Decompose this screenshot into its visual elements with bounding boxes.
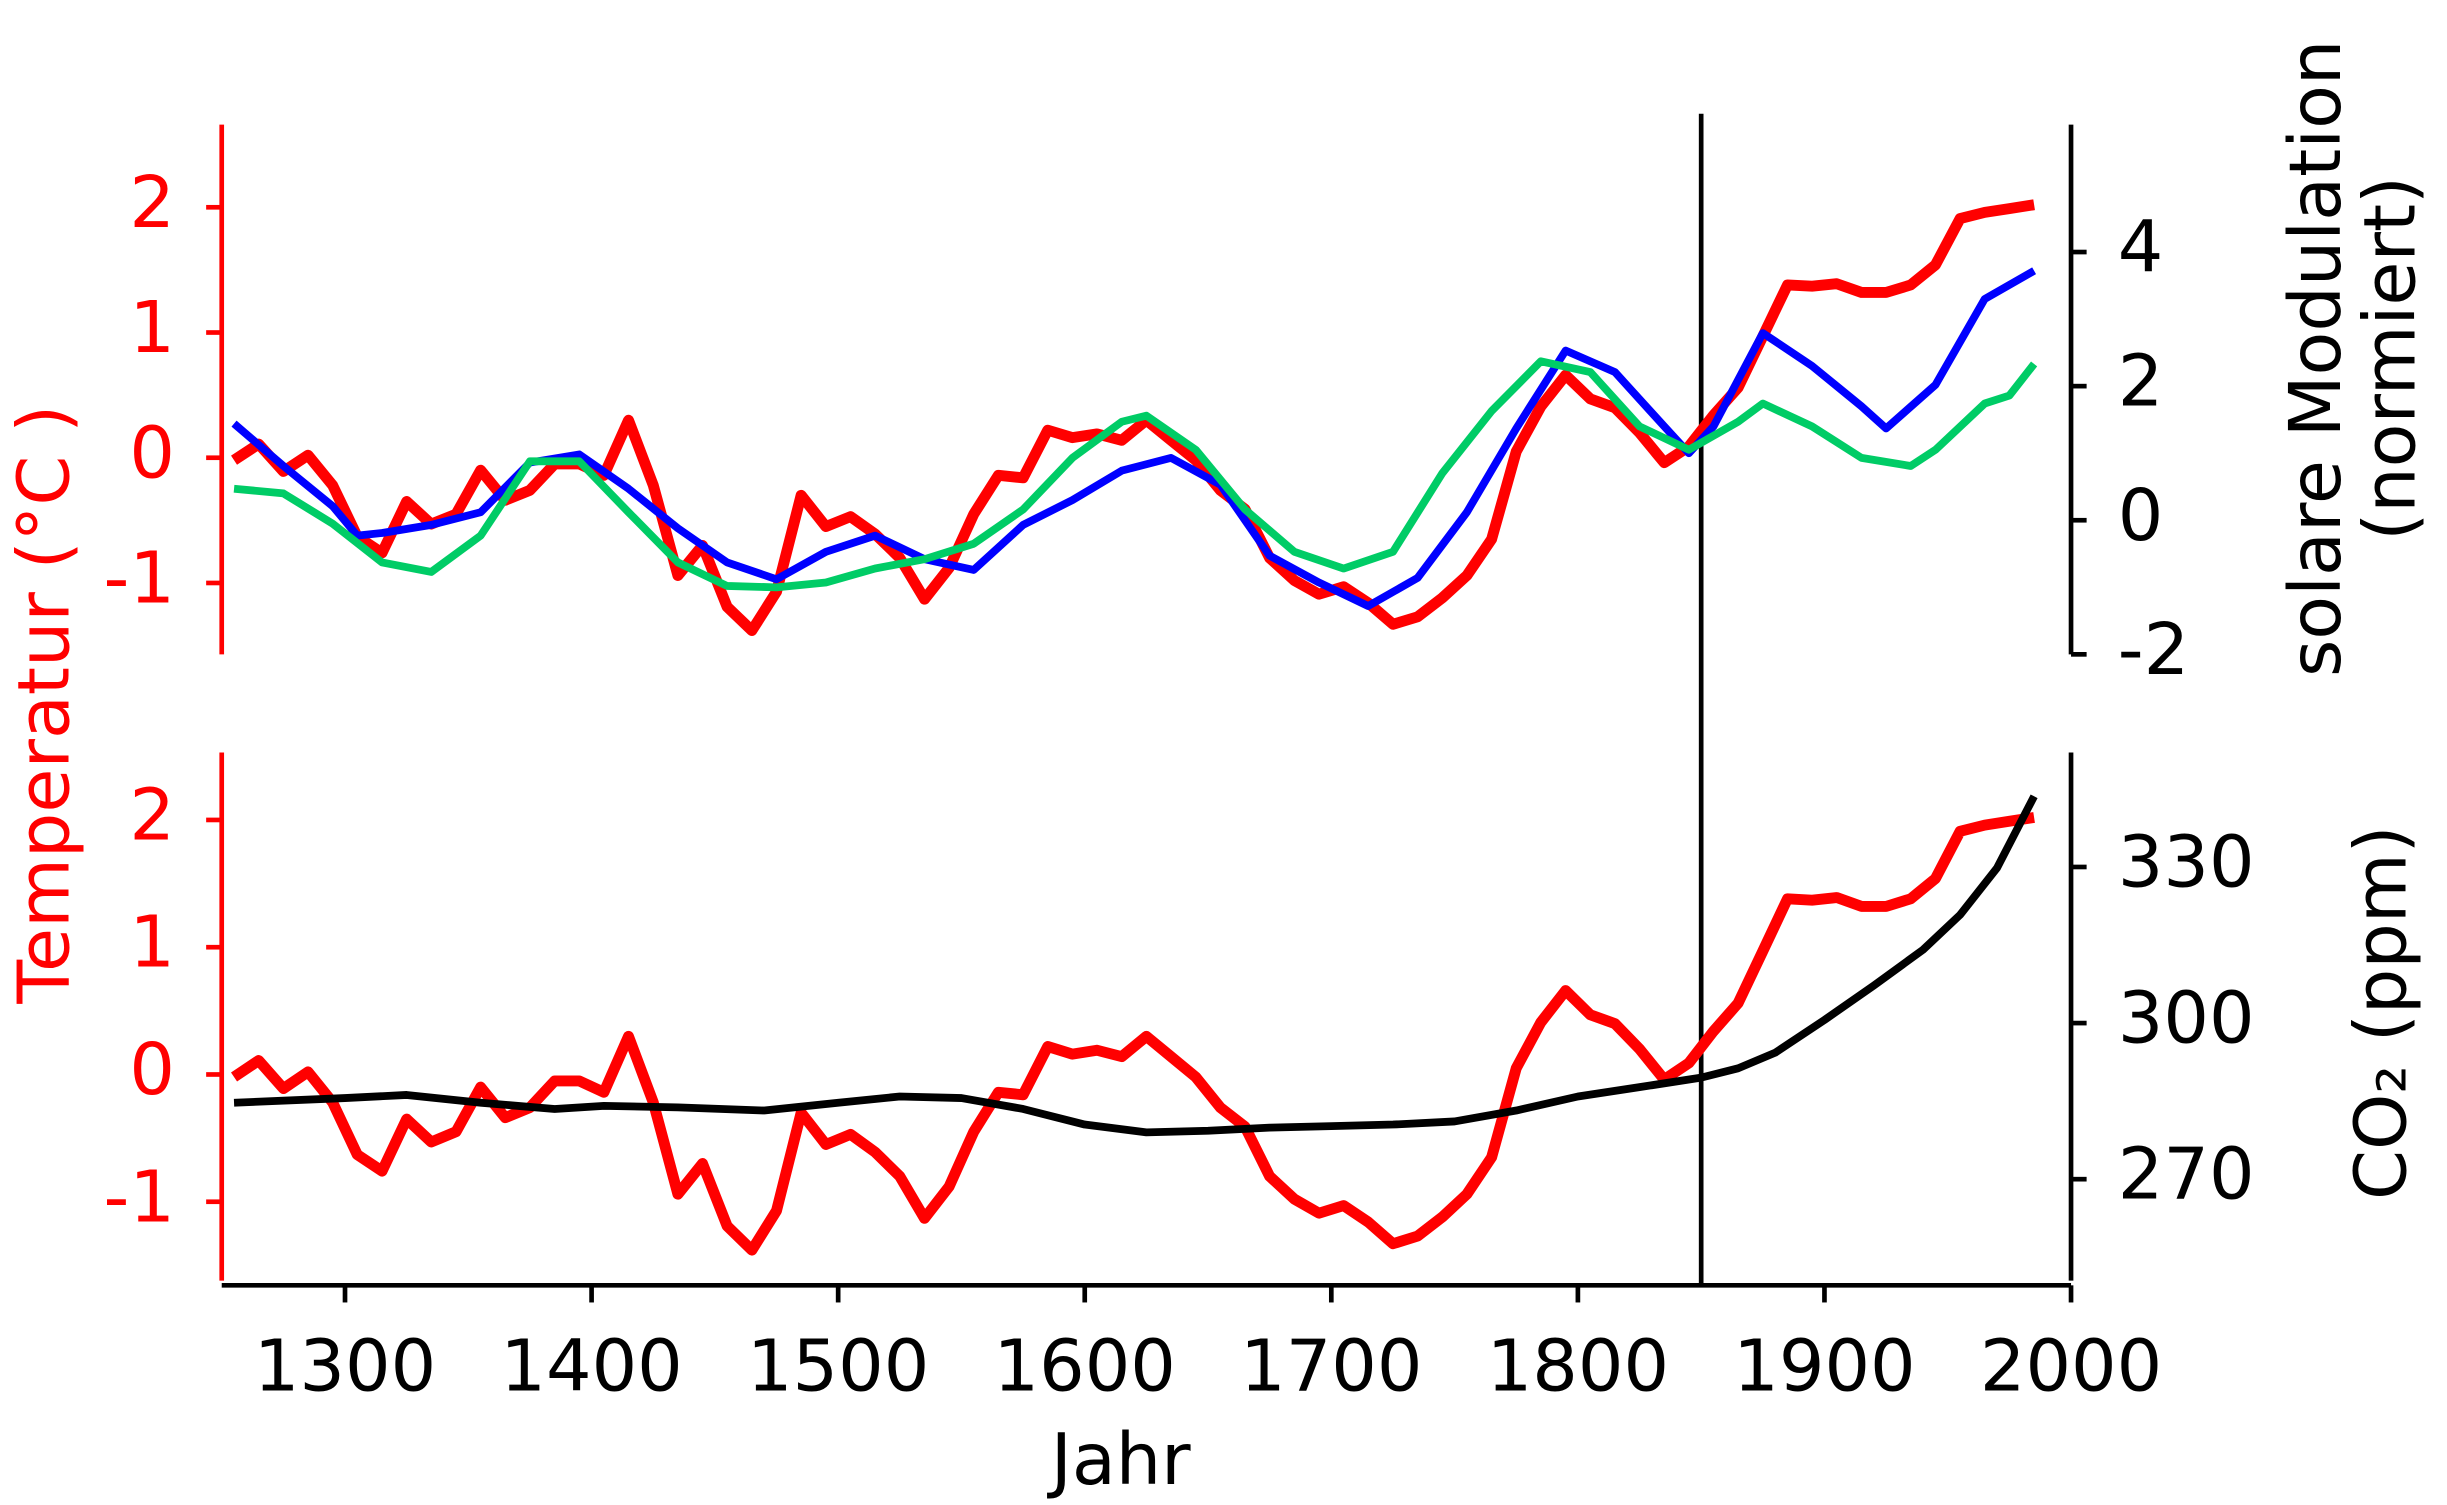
y-tick-label: -1 (104, 535, 175, 619)
y2-tick-label: 2 (2118, 339, 2164, 423)
y-tick-label: 1 (129, 285, 175, 369)
y-tick-label: 0 (129, 410, 175, 494)
x-tick-label: 1500 (747, 1324, 929, 1408)
y2-tick-label: -2 (2118, 607, 2189, 691)
y2-tick-label: 4 (2118, 205, 2164, 289)
y2-tick-label: 0 (2118, 473, 2164, 557)
y2-axis-title: solare Modulation (2273, 40, 2357, 677)
data-line (231, 267, 2037, 610)
x-tick-label: 1600 (994, 1324, 1176, 1408)
data-line (233, 794, 2038, 1137)
x-tick-label: 1400 (500, 1324, 682, 1408)
y2-tick-label: 300 (2118, 976, 2255, 1060)
y-tick-label: 2 (129, 160, 175, 244)
data-line (233, 357, 2038, 592)
y2-axis-title: CO₂ (ppm) (2338, 825, 2422, 1200)
x-axis-title: Jahr (1047, 1417, 1191, 1501)
y-tick-label: 0 (129, 1027, 175, 1111)
x-tick-label: 1800 (1487, 1324, 1669, 1408)
y2-tick-label: 330 (2118, 820, 2255, 904)
x-tick-label: 1700 (1240, 1324, 1422, 1408)
y2-tick-label: 270 (2118, 1132, 2255, 1216)
x-tick-label: 2000 (1980, 1324, 2162, 1408)
y-axis-title: Temperatur (°C ) (1, 405, 85, 1005)
y-tick-label: -1 (104, 1154, 175, 1238)
y-tick-label: 2 (129, 772, 175, 856)
y-tick-label: 1 (129, 900, 175, 984)
x-tick-label: 1300 (254, 1324, 436, 1408)
x-tick-label: 1900 (1733, 1324, 1915, 1408)
y2-axis-title: (normiert) (2348, 176, 2432, 541)
data-line (230, 812, 2035, 1256)
